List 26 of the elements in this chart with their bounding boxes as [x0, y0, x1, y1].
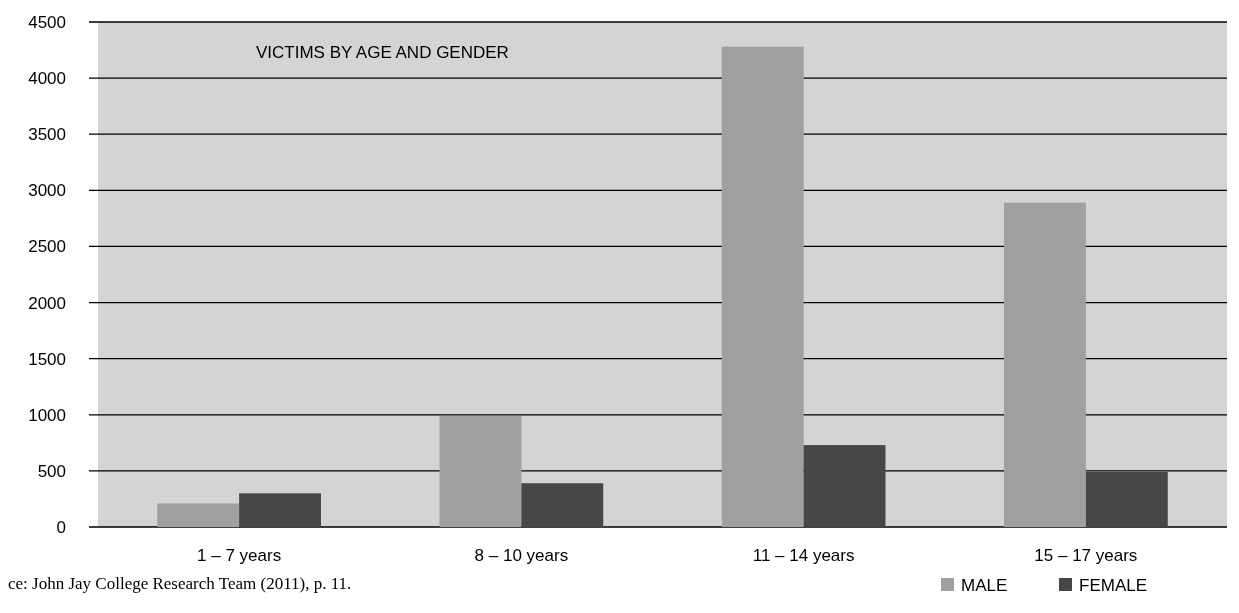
x-tick-label: 1 – 7 years: [197, 546, 282, 565]
bar: [239, 493, 321, 527]
y-tick-label: 500: [37, 461, 66, 481]
bar: [521, 483, 604, 527]
y-tick-label: 3500: [28, 125, 66, 145]
y-tick-label: 4000: [28, 69, 66, 89]
bar: [1085, 472, 1168, 527]
y-tick-label: 1000: [28, 405, 66, 425]
y-tick-label: 2500: [28, 237, 66, 257]
x-tick-label: 15 – 17 years: [1034, 546, 1138, 565]
y-tick-label: 4500: [28, 12, 66, 32]
bar: [1004, 202, 1086, 527]
y-tick-label: 2000: [28, 293, 66, 313]
y-tick-label: 0: [56, 517, 66, 537]
x-tick-label: 8 – 10 years: [474, 546, 569, 565]
bar: [439, 415, 522, 527]
x-tick-label: 11 – 14 years: [752, 546, 855, 565]
bar: [803, 445, 886, 527]
text: ce: John Jay College Research Team (2011), p. 11.: [8, 574, 352, 593]
bar: [721, 46, 804, 527]
y-tick-label: 1500: [28, 349, 66, 369]
legend-label: FEMALE: [1079, 576, 1148, 595]
text: VICTIMS BY AGE AND GENDER: [256, 43, 509, 62]
y-tick-label: 3000: [28, 181, 66, 201]
bar: [157, 503, 240, 527]
legend-label: MALE: [961, 576, 1008, 595]
